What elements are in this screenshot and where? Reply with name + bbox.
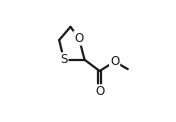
Text: O: O — [74, 32, 84, 45]
Text: O: O — [95, 85, 104, 98]
Text: O: O — [110, 55, 119, 68]
Text: S: S — [60, 53, 68, 66]
